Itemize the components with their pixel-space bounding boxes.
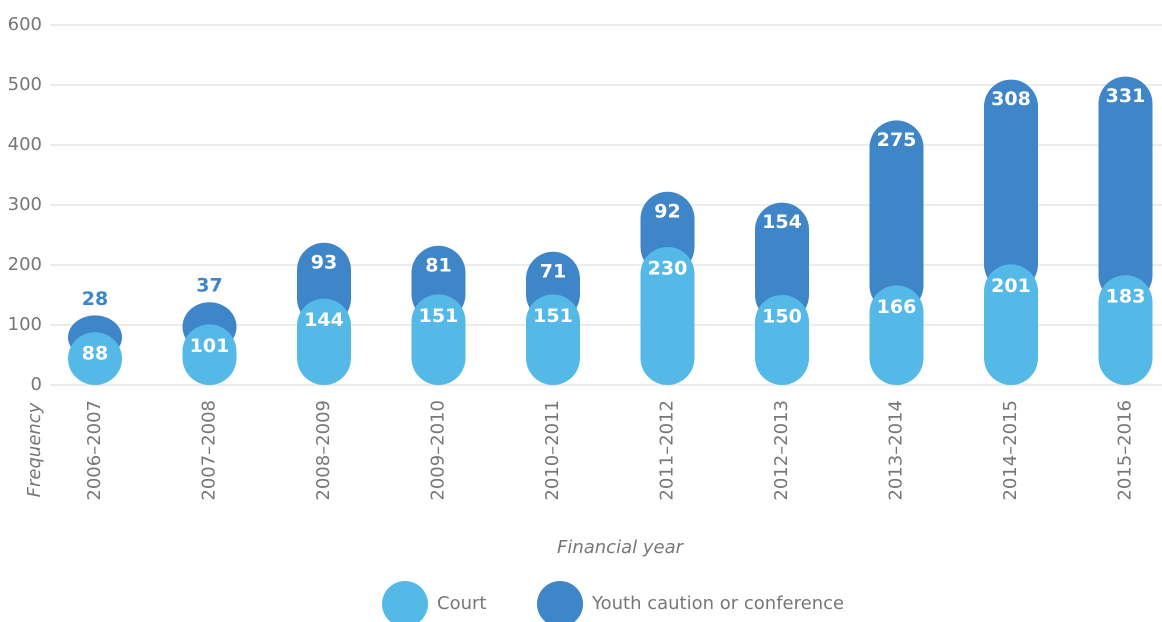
data-label: 144 (304, 309, 344, 331)
bar-segment (984, 264, 1038, 385)
x-tick-label: 2008–2009 (313, 400, 334, 501)
data-label: 28 (82, 288, 108, 310)
legend-swatch (382, 581, 428, 622)
y-tick-label: 300 (8, 194, 42, 215)
data-label: 101 (190, 335, 230, 357)
data-label: 150 (762, 306, 802, 328)
x-tick-label: 2009–2010 (428, 400, 449, 501)
x-tick-label: 2006–2007 (84, 400, 105, 501)
legend-label: Youth caution or conference (591, 593, 844, 614)
bar-segment (984, 79, 1038, 292)
data-label: 201 (991, 275, 1031, 297)
y-tick-label: 400 (8, 134, 42, 155)
data-label: 331 (1106, 85, 1146, 107)
x-tick-label: 2011–2012 (657, 400, 678, 501)
x-tick-label: 2014–2015 (1000, 400, 1021, 501)
bar-segment (640, 247, 695, 385)
bar-segment (869, 285, 924, 385)
data-label: 88 (82, 343, 108, 365)
bar-segment (755, 202, 809, 322)
data-label: 230 (648, 258, 688, 280)
bar-segment (68, 332, 122, 385)
data-label: 166 (877, 296, 917, 318)
data-label: 308 (991, 88, 1031, 110)
data-label: 154 (762, 211, 802, 233)
x-tick-label: 2015–2016 (1115, 400, 1136, 501)
bar-segment (1098, 76, 1153, 303)
data-label: 93 (311, 251, 337, 273)
y-tick-label: 0 (31, 374, 42, 395)
legend-label: Court (437, 593, 486, 614)
data-label: 275 (877, 129, 917, 151)
x-axis-label: Financial year (557, 537, 685, 558)
x-tick-label: 2013–2014 (886, 400, 907, 501)
y-tick-label: 100 (8, 314, 42, 335)
bar-segment (526, 294, 580, 385)
bar-segment (182, 324, 237, 385)
y-axis-label: Frequency (24, 402, 45, 497)
bar-segment (411, 294, 466, 385)
data-label: 71 (540, 260, 566, 282)
bar-segment (297, 298, 351, 385)
x-tick-label: 2007–2008 (199, 400, 220, 501)
data-label: 151 (533, 305, 573, 327)
data-label: 183 (1106, 286, 1146, 308)
x-tick-label: 2010–2011 (542, 400, 563, 501)
legend-swatch (537, 581, 583, 622)
bar-segment (755, 295, 809, 385)
bar-segment (1098, 275, 1153, 385)
x-tick-label: 2012–2013 (771, 400, 792, 501)
y-tick-label: 600 (8, 14, 42, 35)
y-tick-label: 200 (8, 254, 42, 275)
data-label: 81 (425, 254, 451, 276)
data-label: 151 (419, 305, 459, 327)
y-tick-label: 500 (8, 74, 42, 95)
bar-segment (869, 120, 924, 313)
data-label: 37 (196, 275, 222, 297)
data-label: 92 (654, 200, 680, 222)
